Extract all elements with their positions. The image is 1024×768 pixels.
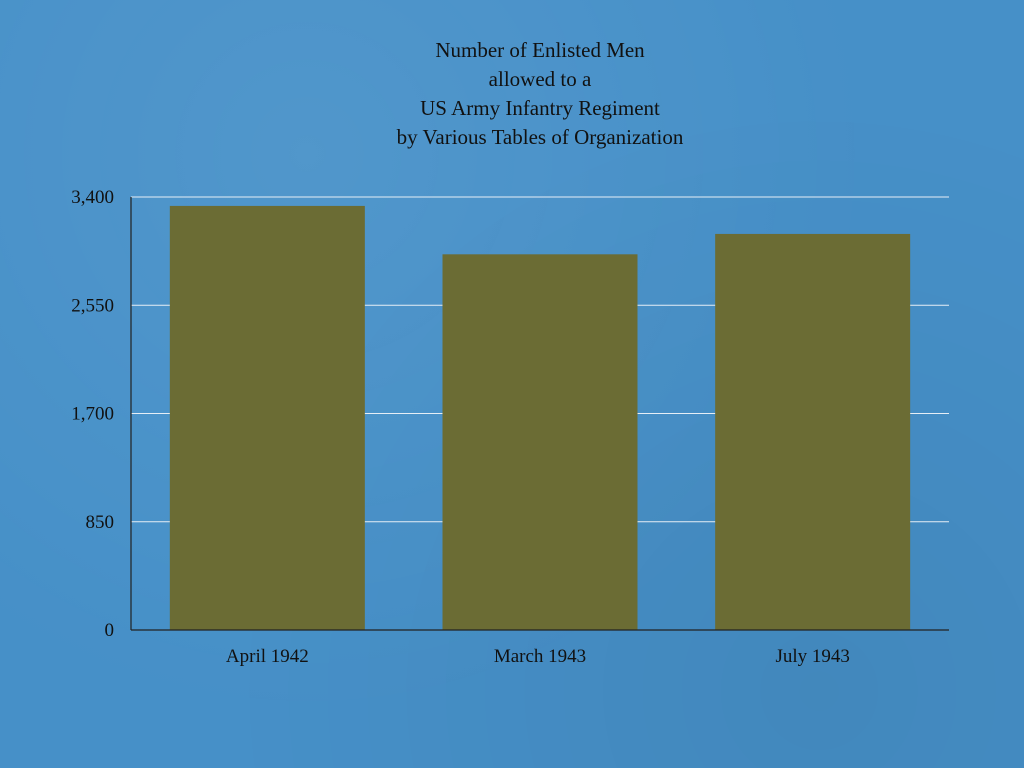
x-tick-label: July 1943 [775, 646, 849, 667]
x-tick-label: March 1943 [494, 646, 586, 667]
y-tick-label: 0 [105, 620, 115, 641]
bar [715, 233, 911, 630]
y-tick-label: 2,550 [71, 295, 114, 316]
labels: 0 850 1,700 2,550 3,400 April 1942 March 1943 J… [71, 187, 850, 667]
x-tick-label: April 1942 [226, 646, 309, 667]
axes [130, 197, 949, 631]
chart-title-line: allowed to a [488, 67, 592, 91]
y-tick-label: 1,700 [71, 404, 114, 425]
chart-title-line: US Army Infantry Regiment [420, 96, 660, 120]
bar [169, 205, 365, 630]
chart-title-line: Number of Enlisted Men [435, 38, 645, 62]
chart-title-line: by Various Tables of Organization [396, 125, 684, 149]
y-tick-label: 3,400 [71, 187, 114, 208]
bar [442, 254, 638, 630]
y-tick-label: 850 [86, 512, 115, 533]
chart-title: Number of Enlisted Men allowed to a US A… [28, 36, 1024, 152]
bars [169, 205, 911, 630]
